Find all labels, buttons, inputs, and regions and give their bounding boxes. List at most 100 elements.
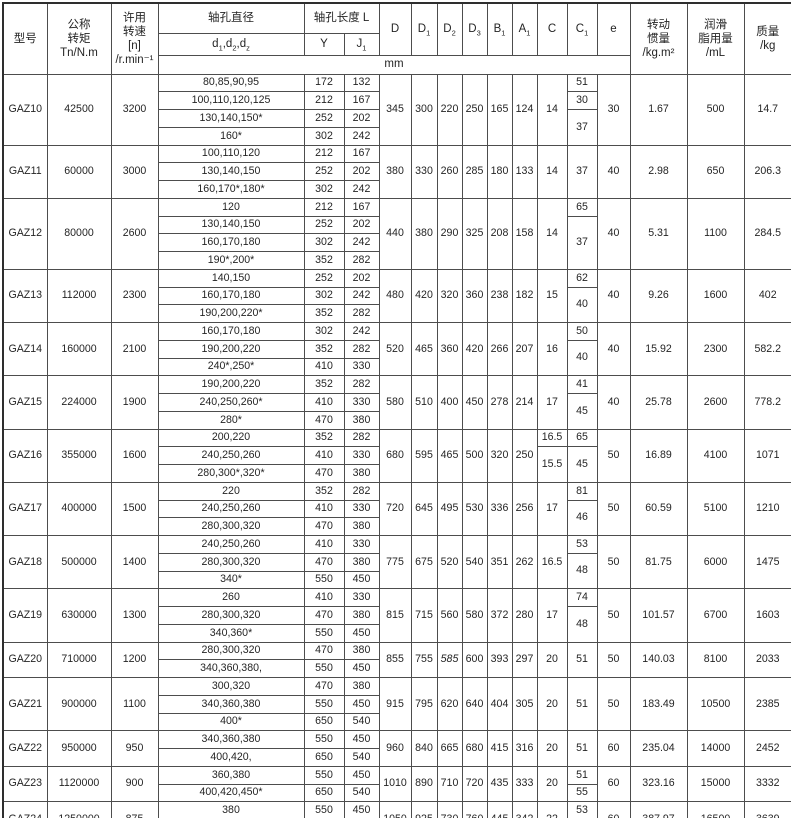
length-j1-cell: 282 <box>343 428 380 448</box>
dim-B1-cell: 435 <box>486 765 513 803</box>
dim-D1-cell: 925 <box>410 801 438 818</box>
dim-C1-cell: 53 <box>566 535 598 554</box>
header-model: 型号 <box>2 2 48 75</box>
mass-cell: 1475 <box>743 534 791 590</box>
length-j1-cell: 282 <box>343 375 380 394</box>
length-j1-cell: 202 <box>343 109 380 128</box>
length-j1-cell: 202 <box>343 268 380 288</box>
inertia-cell: 2.98 <box>629 144 688 199</box>
dim-D3-cell: 360 <box>461 268 488 324</box>
dim-D3-cell: 760 <box>461 801 488 818</box>
dim-C1-cell: 30 <box>566 91 598 110</box>
length-y-cell: 302 <box>303 233 345 252</box>
mass-cell: 284.5 <box>743 197 791 270</box>
length-y-cell: 252 <box>303 268 345 288</box>
mass-cell: 582.2 <box>743 321 791 377</box>
header-inertia: 转动 惯量 /kg.m² <box>629 2 688 75</box>
length-y-cell: 410 <box>303 535 345 554</box>
dim-C1-cell: 45 <box>566 446 598 483</box>
dim-C-cell: 15.5 <box>536 446 568 483</box>
dim-A1-cell: 333 <box>511 765 538 803</box>
mass-cell: 206.3 <box>743 144 791 199</box>
dim-C-cell: 20 <box>536 641 568 678</box>
dim-B1-cell: 278 <box>486 375 513 430</box>
length-j1-cell: 330 <box>343 446 380 465</box>
grease-cell: 6700 <box>686 588 745 643</box>
mass-cell: 1210 <box>743 481 791 537</box>
dim-B1-cell: 393 <box>486 641 513 678</box>
model-cell: GAZ17 <box>2 481 48 537</box>
dim-C1-cell: 41 <box>566 375 598 394</box>
dim-C-cell: 17 <box>536 588 568 643</box>
speed-cell: 2600 <box>110 197 159 270</box>
dim-C1-cell: 40 <box>566 339 598 377</box>
dim-A1-cell: 124 <box>511 73 538 146</box>
length-j1-cell: 167 <box>343 144 380 164</box>
table-row: GAZ2412500008753805504501050925730760445… <box>2 801 791 818</box>
length-j1-cell: 450 <box>343 659 380 678</box>
dim-B1-cell: 238 <box>486 268 513 324</box>
inertia-cell: 60.59 <box>629 481 688 537</box>
header-dim-C1: C1 <box>566 2 598 56</box>
inertia-cell: 101.57 <box>629 588 688 643</box>
header-dim-D: D <box>378 2 412 56</box>
mass-cell: 14.7 <box>743 73 791 146</box>
speed-cell: 875 <box>110 801 159 818</box>
dim-D-cell: 855 <box>378 641 412 678</box>
bore-diameter-cell: 340,360* <box>157 623 305 643</box>
bore-diameter-cell: 240,250,260 <box>157 535 305 554</box>
dim-B1-cell: 180 <box>486 144 513 199</box>
length-y-cell: 650 <box>303 748 345 767</box>
bore-diameter-cell: 160* <box>157 126 305 146</box>
length-j1-cell: 540 <box>343 712 380 732</box>
dim-D-cell: 580 <box>378 375 412 430</box>
bore-diameter-cell: 380 <box>157 801 305 818</box>
table-row: GAZ10 42500 3200 80,85,90,95 172 132 345 300 220… <box>2 73 791 146</box>
table-body: GAZ10 42500 3200 80,85,90,95 172 132 345 300 220… <box>2 73 791 818</box>
header-dim-C: C <box>536 2 568 56</box>
dim-D2-cell: 400 <box>436 375 463 430</box>
table-row: GAZ20 710000 1200 280,300,320 470 380 855 755 58… <box>2 641 791 678</box>
length-y-cell: 470 <box>303 641 345 661</box>
bore-diameter-cell: 120 <box>157 197 305 217</box>
bore-diameter-cell: 240,250,260 <box>157 499 305 519</box>
dim-C1-cell: 46 <box>566 499 598 536</box>
dim-C-cell: 16 <box>536 321 568 377</box>
dim-D3-cell: 580 <box>461 588 488 643</box>
header-dim-A1: A1 <box>511 2 538 56</box>
bore-diameter-cell: 240*,250* <box>157 357 305 377</box>
table-row: 280,300*,320* 470 380 <box>3 464 791 483</box>
grease-cell: 6000 <box>686 534 745 590</box>
table-row: GAZ22 950000 950 340,360,380 550 450 960 840 665… <box>2 730 791 767</box>
dim-C1-cell: 50 <box>566 322 598 341</box>
dim-e-cell: 50 <box>596 534 631 590</box>
table-row: 400,420,450* 650 540 55 <box>3 783 791 803</box>
bore-diameter-cell: 280,300,320 <box>157 517 305 536</box>
bore-diameter-cell: 280,300,320 <box>157 552 305 572</box>
length-j1-cell: 540 <box>343 748 380 767</box>
length-j1-cell: 282 <box>343 339 380 359</box>
length-y-cell: 352 <box>303 339 345 359</box>
length-y-cell: 550 <box>303 570 345 590</box>
length-j1-cell: 242 <box>343 322 380 341</box>
dim-B1-cell: 320 <box>486 428 513 483</box>
dim-D-cell: 440 <box>378 197 412 270</box>
inertia-cell: 9.26 <box>629 268 688 324</box>
grease-cell: 4100 <box>686 428 745 483</box>
bore-diameter-cell: 400,420,450* <box>157 783 305 803</box>
dim-C1-cell: 65 <box>566 428 598 448</box>
dim-D1-cell: 840 <box>410 730 438 767</box>
inertia-cell: 235.04 <box>629 730 688 767</box>
speed-cell: 1300 <box>110 588 159 643</box>
length-y-cell: 352 <box>303 251 345 270</box>
model-cell: GAZ15 <box>2 375 48 430</box>
table-row: 280,300,320 470 380 48 <box>3 552 791 590</box>
header-mass: 质量 /kg <box>743 2 791 75</box>
mass-cell: 3639 <box>743 801 791 818</box>
dim-e-cell: 60 <box>596 730 631 767</box>
dim-A1-cell: 305 <box>511 676 538 732</box>
dim-e-cell: 60 <box>596 765 631 803</box>
dim-D-cell: 915 <box>378 676 412 732</box>
header-bore-diameter: 轴孔直径 <box>157 2 305 34</box>
dim-A1-cell: 297 <box>511 641 538 678</box>
